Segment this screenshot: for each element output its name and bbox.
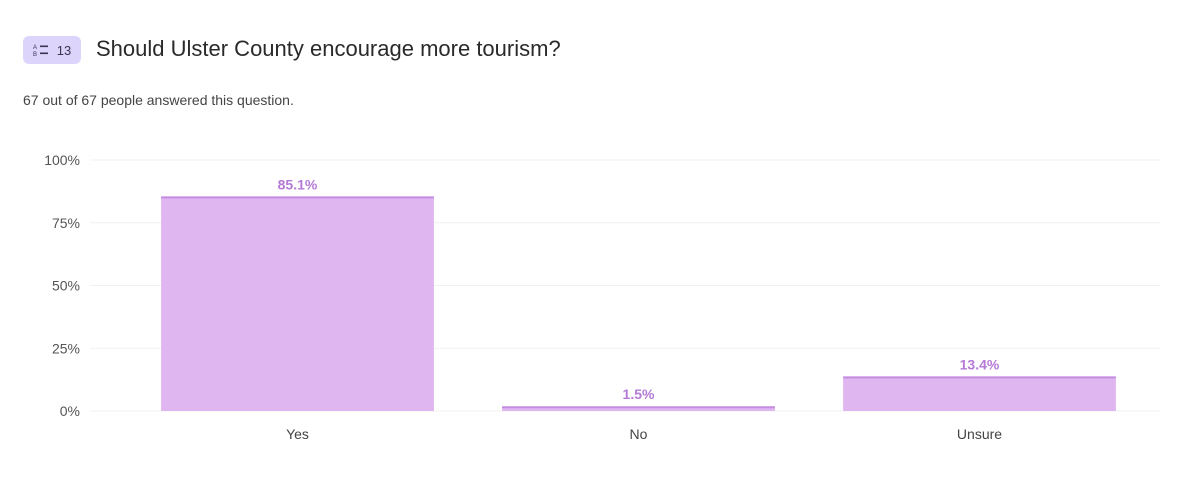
question-type-badge: A B 13 [23, 36, 81, 64]
y-tick-label: 0% [60, 403, 80, 419]
x-tick-label: No [630, 426, 648, 442]
bar [502, 407, 775, 411]
bar [161, 197, 434, 411]
question-number: 13 [56, 42, 72, 58]
x-tick-label: Unsure [957, 426, 1002, 442]
svg-text:A: A [33, 45, 37, 51]
multiple-choice-icon: A B [33, 45, 48, 57]
response-summary: 67 out of 67 people answered this questi… [23, 92, 294, 108]
y-tick-label: 100% [44, 152, 80, 168]
data-label: 13.4% [960, 356, 1000, 372]
data-label: 1.5% [623, 386, 655, 402]
y-tick-label: 75% [52, 215, 80, 231]
y-tick-label: 25% [52, 340, 80, 356]
svg-text:B: B [33, 52, 37, 57]
bar [843, 377, 1116, 411]
y-tick-label: 50% [52, 278, 80, 294]
data-label: 85.1% [278, 176, 318, 192]
x-tick-label: Yes [286, 426, 309, 442]
question-title: Should Ulster County encourage more tour… [96, 36, 561, 61]
